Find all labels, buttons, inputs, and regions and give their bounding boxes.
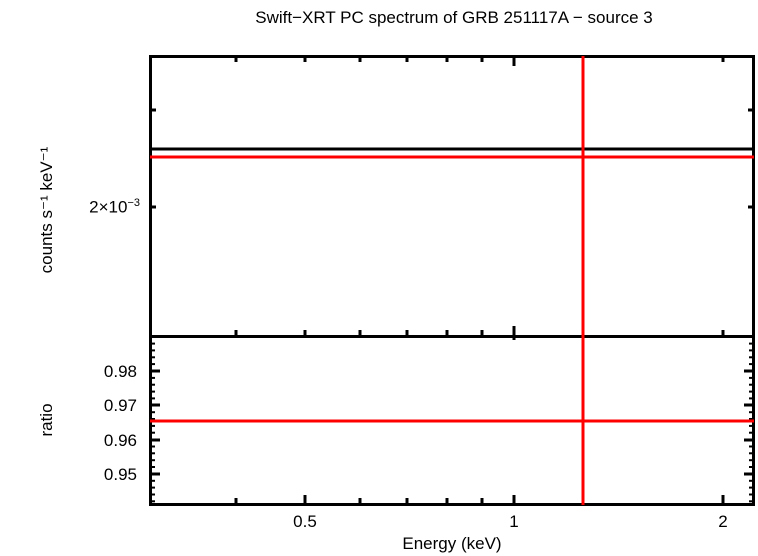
ratio-minor-ticks: [150, 342, 754, 503]
bottom-y-axis-label: ratio: [37, 403, 56, 437]
ytick-label: 0.95: [104, 465, 137, 484]
x-axis-label: Energy (keV): [402, 534, 502, 553]
xtick-label: 0.5: [293, 512, 317, 531]
bottom-panel: [149, 335, 755, 506]
top-panel: [149, 55, 755, 340]
chart-title: Swift−XRT PC spectrum of GRB 251117A − s…: [255, 8, 653, 27]
xtick-label: 1: [509, 512, 518, 531]
top-ytick-label: 2×10−3: [89, 197, 140, 217]
xtick-label: 2: [718, 512, 727, 531]
top-y-axis-label: counts s⁻¹ keV⁻¹: [37, 146, 56, 274]
ytick-label: 0.97: [104, 396, 137, 415]
ytick-label: 0.98: [104, 362, 137, 381]
ytick-label: 0.96: [104, 431, 137, 450]
